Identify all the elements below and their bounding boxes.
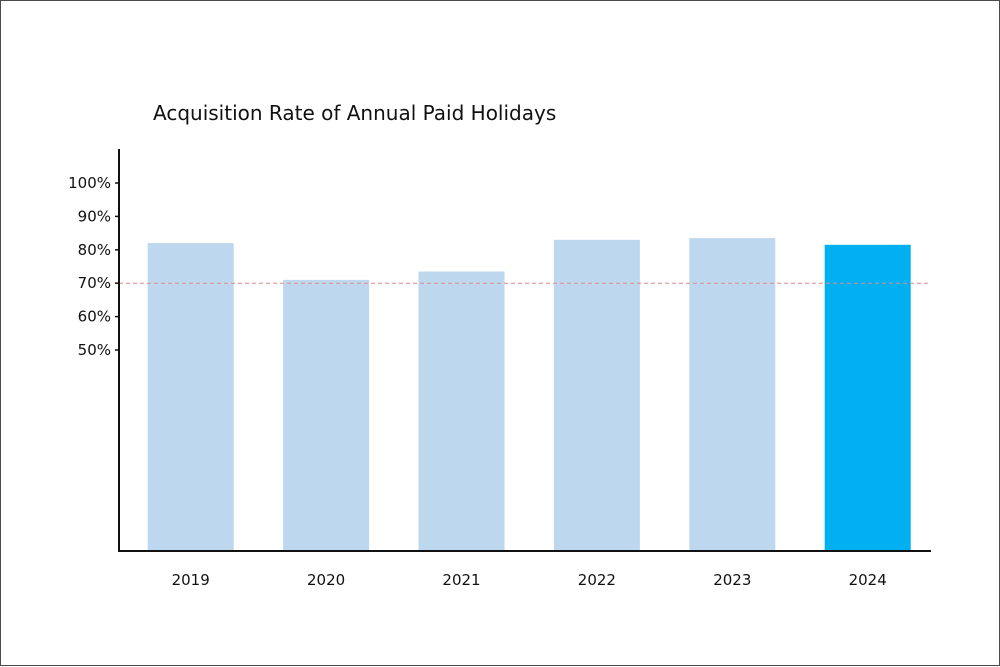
axes-layer	[118, 149, 931, 552]
bar-2023	[689, 238, 776, 551]
y-tick-label: 90%	[78, 207, 111, 225]
x-tick-label: 2020	[307, 571, 345, 589]
y-tick-label: 100%	[68, 174, 111, 192]
x-tick-label: 2021	[442, 571, 480, 589]
bar-2021	[418, 271, 505, 551]
x-tick-label: 2019	[172, 571, 210, 589]
x-tick-label: 2024	[849, 571, 887, 589]
bar-2024	[824, 244, 911, 552]
y-tick-label: 50%	[78, 341, 111, 359]
x-tick-label: 2023	[713, 571, 751, 589]
x-tick-labels: 2019 2020 2021 2022 2023 2024	[172, 571, 887, 589]
y-tick-label: 80%	[78, 241, 111, 259]
bar-2020	[283, 279, 370, 551]
bar-2022	[553, 239, 640, 552]
y-tick-labels: 100% 90% 80% 70% 60% 50%	[68, 174, 119, 359]
y-tick-label: 70%	[78, 274, 111, 292]
bar-2019	[147, 243, 234, 551]
x-tick-label: 2022	[578, 571, 616, 589]
y-tick-label: 60%	[78, 308, 111, 326]
bars-layer	[147, 238, 911, 552]
chart-title: Acquisition Rate of Annual Paid Holidays	[153, 101, 556, 125]
